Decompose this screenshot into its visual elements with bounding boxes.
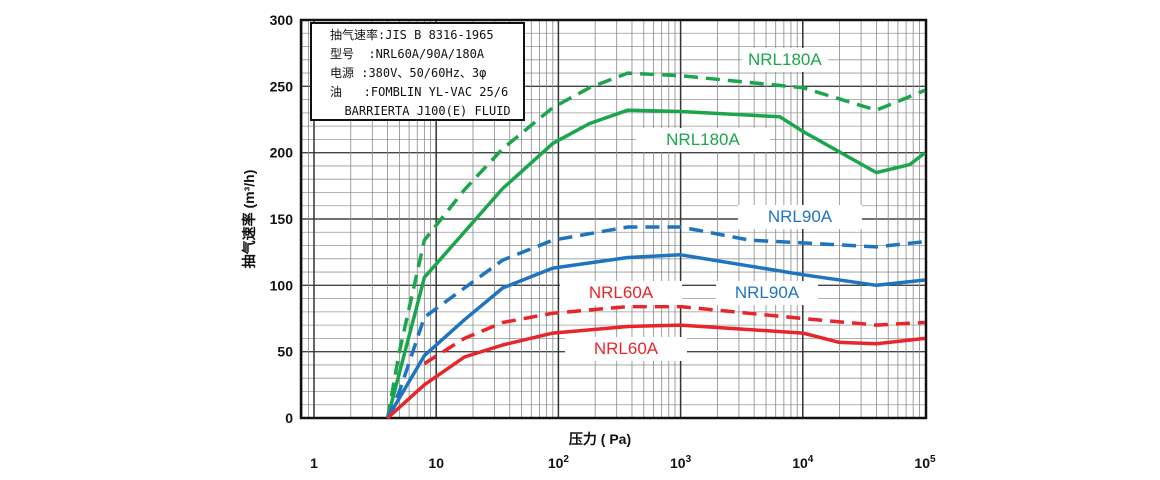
plot-frame <box>299 18 928 420</box>
x-tick-exponent: 3 <box>686 454 692 465</box>
legend-line: 抽气速率:JIS B 8316-1965 <box>330 28 494 42</box>
annotation-nrl180a-solid: NRL180A <box>636 128 770 152</box>
x-tick-label: 104 <box>792 454 814 471</box>
legend-line: 型号 :NRL60A/90A/180A <box>330 47 485 61</box>
series-line-nrl180a-solid <box>385 108 927 419</box>
x-axis-label: 压力 ( Pa) <box>569 431 631 447</box>
x-tick-base: 1 <box>310 455 318 471</box>
annotation-nrl60a-solid: NRL60A <box>565 337 687 361</box>
annotation-nrl90a-dashed: NRL90A <box>738 205 862 229</box>
y-tick-label: 0 <box>285 410 293 426</box>
x-tick-base: 10 <box>548 455 564 471</box>
legend-line: BARRIERTA J100(E) FLUID <box>330 104 511 118</box>
x-tick-exponent: 2 <box>563 454 569 465</box>
series-line-nrl180a-dashed <box>385 71 926 419</box>
annotation-nrl60a-dashed: NRL60A <box>560 281 682 305</box>
annotation-nrl90a-solid: NRL90A <box>716 281 818 305</box>
series-line-nrl90a-dashed <box>386 225 926 419</box>
y-tick-label: 250 <box>270 78 294 94</box>
y-tick-label: 300 <box>270 12 294 28</box>
x-tick-exponent: 5 <box>930 454 936 465</box>
series-line-nrl60a-solid <box>386 323 926 420</box>
series-line-nrl90a-solid <box>386 253 926 419</box>
legend-line: 油 :FOMBLIN YL-VAC 25/6 <box>330 85 509 99</box>
x-tick-base: 10 <box>914 455 930 471</box>
x-tick-base: 10 <box>428 455 444 471</box>
x-tick-label: 1 <box>310 455 318 471</box>
x-tick-label: 103 <box>670 454 692 471</box>
x-tick-base: 10 <box>792 455 808 471</box>
annotation-nrl180a-dashed: NRL180A <box>742 48 828 72</box>
legend-line: 电源 :380V、50/60Hz、3φ <box>330 66 487 80</box>
x-tick-label: 102 <box>548 454 570 471</box>
y-axis-label: 抽气速率 (m³/h) <box>241 170 257 269</box>
y-tick-label: 150 <box>270 211 294 227</box>
x-tick-label: 105 <box>914 454 936 471</box>
x-tick-label: 10 <box>428 455 444 471</box>
y-tick-label: 50 <box>277 344 293 360</box>
y-tick-label: 100 <box>270 277 294 293</box>
x-tick-exponent: 4 <box>808 454 814 465</box>
y-tick-label: 200 <box>270 145 294 161</box>
legend-box: 抽气速率:JIS B 8316-1965 型号 :NRL60A/90A/180A… <box>310 22 525 121</box>
x-tick-base: 10 <box>670 455 686 471</box>
